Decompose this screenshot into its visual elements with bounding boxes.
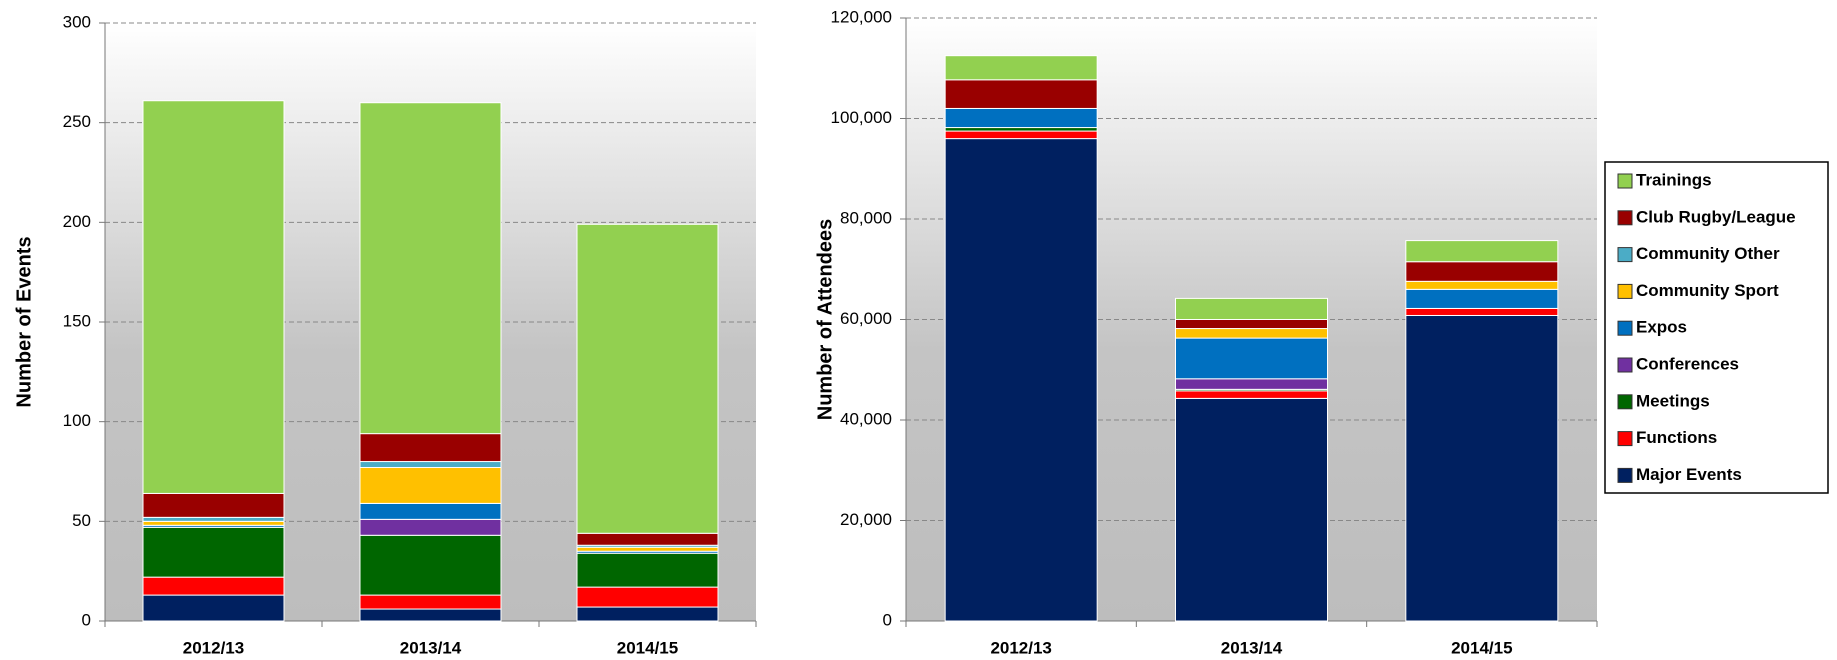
legend (1604, 161, 1829, 494)
bar-segment (1405, 280, 1559, 290)
legend-swatch (1617, 431, 1633, 447)
bar-segment (1405, 240, 1559, 263)
x-tick-label: 2013/14 (400, 638, 462, 657)
bar-segment (142, 520, 285, 526)
bar-segment (1405, 314, 1559, 622)
y-tick-label: 300 (63, 12, 91, 31)
y-tick-label: 120,000 (831, 7, 892, 26)
bar-segment (359, 433, 502, 463)
bar-segment (576, 532, 719, 546)
legend-swatch (1617, 357, 1633, 373)
legend-label: Functions (1636, 428, 1717, 447)
bar-segment (1175, 337, 1328, 380)
bar-segment (359, 608, 502, 622)
legend-label: Conferences (1636, 354, 1739, 373)
y-tick-label: 200 (63, 212, 91, 231)
legend-swatch (1617, 173, 1633, 189)
bar-segment (944, 130, 1098, 140)
bar-segment (944, 107, 1098, 129)
legend-swatch (1617, 467, 1633, 483)
bar-segment (1175, 397, 1328, 622)
y-tick-label: 250 (63, 112, 91, 131)
x-tick-label: 2012/13 (990, 638, 1051, 657)
y-axis-title: Number of Events (13, 236, 35, 407)
bar-segment (1405, 288, 1559, 309)
x-tick-label: 2014/15 (617, 638, 678, 657)
legend-label: Major Events (1636, 465, 1742, 484)
bar-segment (576, 606, 719, 622)
bar-segment (944, 127, 1098, 132)
y-tick-label: 80,000 (840, 208, 892, 227)
legend-label: Community Sport (1636, 281, 1779, 300)
bar-segment (142, 100, 285, 494)
bar-segment (576, 586, 719, 608)
bar-segment (1175, 297, 1328, 320)
bar-segment (142, 516, 285, 522)
bar-segment (1405, 307, 1559, 316)
x-tick-label: 2014/15 (1451, 638, 1512, 657)
y-tick-label: 50 (72, 511, 91, 530)
bar-segment (576, 223, 719, 534)
bar-segment (1175, 378, 1328, 390)
legend-label: Club Rugby/League (1636, 207, 1796, 226)
legend-swatch (1617, 394, 1633, 410)
bar-segment (1175, 319, 1328, 330)
x-tick-label: 2012/13 (183, 638, 244, 657)
y-tick-label: 40,000 (840, 409, 892, 428)
y-tick-label: 0 (883, 610, 892, 629)
legend-label: Trainings (1636, 170, 1712, 189)
y-tick-label: 0 (82, 610, 91, 629)
bar-segment (142, 594, 285, 622)
bar-segment (359, 467, 502, 504)
y-tick-label: 100 (63, 411, 91, 430)
bar-segment (576, 546, 719, 552)
bar-segment (359, 102, 502, 435)
y-tick-label: 100,000 (831, 108, 892, 127)
y-tick-label: 20,000 (840, 510, 892, 529)
bar-segment (944, 79, 1098, 109)
x-tick-label: 2013/14 (1221, 638, 1283, 657)
bar-segment (142, 492, 285, 518)
bar-segment (359, 518, 502, 536)
legend-label: Expos (1636, 318, 1687, 337)
bar-segment (359, 594, 502, 610)
legend-label: Meetings (1636, 391, 1710, 410)
bar-segment (142, 526, 285, 578)
legend-swatch (1617, 247, 1633, 263)
legend-swatch (1617, 283, 1633, 299)
bar-segment (359, 461, 502, 469)
bar-segment (1405, 261, 1559, 282)
y-tick-label: 150 (63, 311, 91, 330)
legend-swatch (1617, 320, 1633, 336)
bar-segment (359, 502, 502, 520)
y-tick-label: 60,000 (840, 309, 892, 328)
bar-segment (359, 534, 502, 596)
legend-swatch (1617, 210, 1633, 226)
bar-segment (944, 138, 1098, 622)
bar-segment (142, 576, 285, 596)
bar-segment (1175, 390, 1328, 399)
legend-label: Community Other (1636, 244, 1780, 263)
bar-segment (1175, 328, 1328, 339)
bar-segment (576, 552, 719, 588)
y-axis-title: Number of Attendees (814, 219, 836, 421)
bar-segment (944, 55, 1098, 81)
